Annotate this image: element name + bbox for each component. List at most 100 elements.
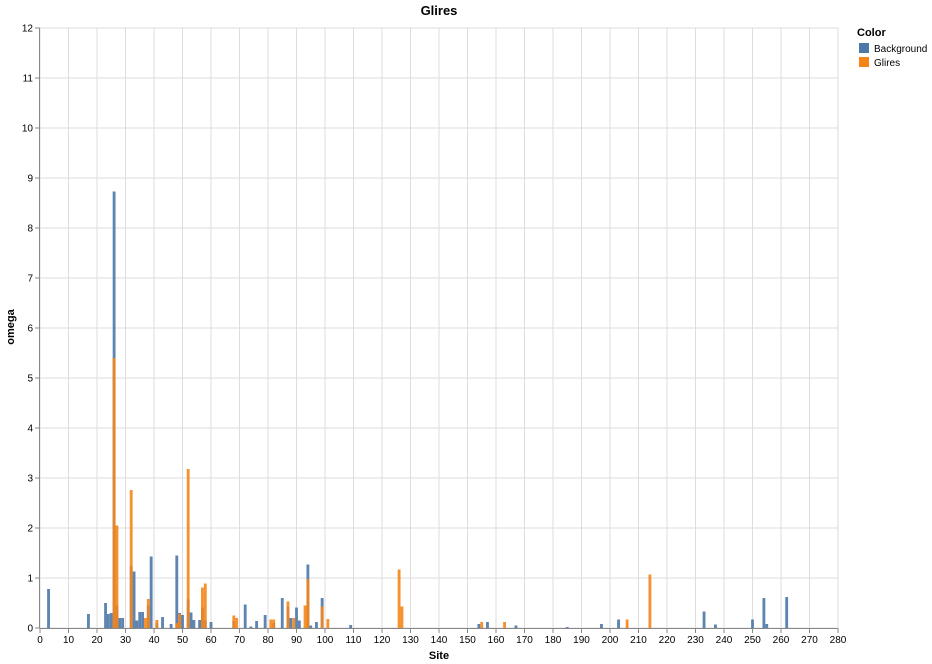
bar-glires	[112, 358, 116, 628]
bar-background	[149, 556, 153, 628]
bar-background	[255, 621, 259, 628]
bar-background	[349, 625, 353, 628]
x-tick-label: 200	[602, 635, 619, 646]
y-tick-label: 1	[27, 574, 33, 585]
legend-label-glires: Glires	[874, 58, 900, 69]
legend-swatch-glires	[859, 57, 869, 67]
bar-glires	[400, 606, 404, 628]
y-tick-label: 8	[27, 224, 33, 235]
bar-background	[565, 627, 569, 628]
bar-glires	[326, 619, 330, 628]
bar-background	[198, 620, 202, 628]
bar-background	[192, 620, 196, 628]
y-tick-label: 9	[27, 174, 33, 185]
x-tick-label: 110	[346, 635, 362, 646]
bar-background	[309, 625, 313, 628]
x-tick-label: 60	[205, 635, 217, 646]
x-tick-label: 90	[291, 635, 303, 646]
x-tick-label: 20	[91, 635, 103, 646]
x-tick-label: 250	[744, 635, 761, 646]
x-tick-label: 80	[262, 635, 274, 646]
bar-background	[295, 607, 298, 628]
bar-glires	[625, 619, 629, 628]
x-tick-label: 170	[516, 635, 533, 646]
bar-background	[189, 612, 193, 628]
x-tick-label: 40	[148, 635, 160, 646]
bar-background	[47, 589, 50, 628]
bar-glires	[146, 599, 150, 628]
bar-glires	[203, 583, 207, 628]
bars	[47, 191, 789, 628]
x-tick-label: 0	[37, 635, 43, 646]
x-tick-label: 230	[687, 635, 704, 646]
bar-background	[617, 619, 620, 628]
y-tick-label: 4	[27, 424, 33, 435]
bar-background	[289, 618, 293, 628]
bar-background	[209, 622, 213, 628]
bar-background	[514, 625, 518, 628]
x-tick-label: 10	[63, 635, 75, 646]
bar-background	[109, 613, 113, 628]
x-tick-label: 70	[234, 635, 246, 646]
bar-glires	[178, 614, 182, 628]
bar-background	[106, 614, 110, 628]
bar-background	[765, 624, 769, 628]
bar-background	[249, 626, 253, 628]
bar-glires	[232, 615, 236, 628]
y-tick-label: 10	[22, 124, 34, 135]
bar-background	[118, 618, 122, 628]
bar-background	[762, 598, 766, 628]
bar-background	[280, 598, 284, 628]
bar-background	[315, 622, 318, 628]
x-tick-label: 100	[317, 635, 334, 646]
bar-background	[477, 624, 481, 628]
bar-background	[297, 620, 301, 628]
bar-background	[169, 624, 173, 628]
bar-background	[181, 615, 184, 628]
y-tick-label: 2	[27, 524, 33, 535]
bar-background	[87, 614, 90, 628]
y-tick-label: 3	[27, 474, 33, 485]
x-tick-label: 150	[459, 635, 476, 646]
legend-swatch-background	[859, 43, 869, 53]
x-axis-title: Site	[429, 650, 449, 662]
x-tick-label: 260	[773, 635, 790, 646]
bar-glires	[306, 579, 310, 628]
bar-background	[243, 604, 247, 628]
legend: Color Background Glires	[857, 27, 927, 69]
bar-background	[702, 611, 706, 628]
bar-background	[141, 612, 145, 628]
bar-glires	[648, 574, 652, 628]
bar-glires	[201, 587, 204, 628]
y-tick-label: 0	[27, 624, 33, 635]
y-tick-label: 12	[22, 24, 34, 35]
bar-glires	[503, 622, 506, 628]
x-tick-label: 190	[573, 635, 590, 646]
x-tick-label: 220	[659, 635, 676, 646]
bar-glires	[480, 622, 484, 628]
bar-background	[751, 619, 754, 628]
bar-glires	[286, 601, 290, 628]
x-tick-label: 240	[716, 635, 733, 646]
x-tick-label: 50	[177, 635, 189, 646]
legend-title: Color	[857, 27, 886, 39]
x-tick-label: 120	[374, 635, 391, 646]
x-tick-label: 130	[402, 635, 419, 646]
x-tick-label: 140	[431, 635, 448, 646]
bar-background	[714, 624, 717, 628]
y-tick-label: 11	[23, 74, 34, 85]
x-tick-label: 270	[801, 635, 818, 646]
bar-glires	[155, 620, 159, 628]
x-tick-label: 280	[830, 635, 847, 646]
legend-label-background: Background	[874, 44, 927, 55]
bar-background	[104, 603, 107, 628]
x-tick-label: 30	[120, 635, 132, 646]
y-axis-title: omega	[5, 308, 17, 344]
bar-background	[486, 622, 489, 628]
bar-background	[785, 597, 789, 628]
grid	[39, 27, 839, 629]
bar-glires	[235, 618, 239, 628]
bar-background	[263, 615, 267, 628]
